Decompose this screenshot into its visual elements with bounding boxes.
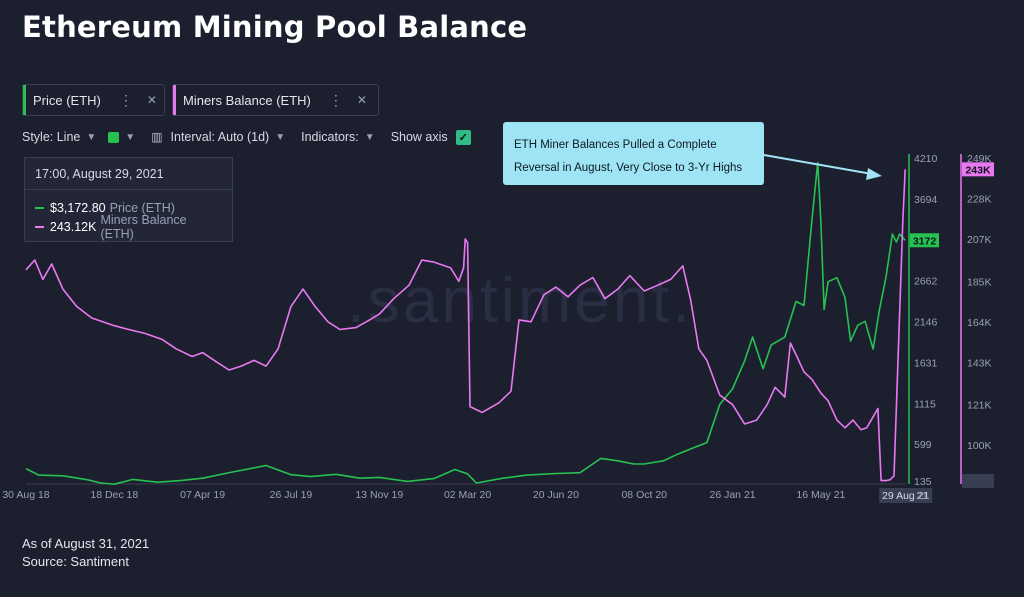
balance-color-bar [173,85,176,115]
x-tick-label: 21 [916,490,928,502]
tooltip-balance-row: 243.12K Miners Balance (ETH) [25,213,232,241]
callout-line-1: ETH Miner Balances Pulled a Complete [514,139,717,151]
metric-tab-price[interactable]: Price (ETH) ⋮ ✕ [22,84,165,116]
interval-label: Interval: Auto (1d) [170,130,270,144]
balance-axis-tick: 164K [967,317,992,329]
callout-line-2: Reversal in August, Very Close to 3-Yr H… [514,162,743,174]
x-tick-label: 18 Dec 18 [90,489,138,501]
balance-axis-tick: 185K [967,276,992,288]
x-end-label: 29 Aug 21 [882,490,929,502]
metric-tab-price-label: Price (ETH) [33,92,101,108]
price-current-badge [910,233,939,248]
hover-tooltip: 17:00, August 29, 2021 $3,172.80 Price (… [24,157,233,242]
candlestick-icon: ▥ [151,130,163,144]
balance-legend-line [35,225,44,228]
balance-axis-tick: 100K [967,440,992,452]
tooltip-price-row: $3,172.80 Price (ETH) [25,198,232,217]
x-tick-label: 13 Nov 19 [355,489,403,501]
series-line-price [25,162,906,486]
balance-axis-tick: 249K [967,153,992,165]
x-tick-label: 07 Apr 19 [180,489,225,501]
tooltip-price-name: Price (ETH) [109,200,175,215]
price-axis-tick: 2662 [914,276,938,288]
x-tick-label: 02 Mar 20 [444,489,491,501]
price-color-bar [23,85,26,115]
price-axis-tick: 135 [914,476,932,488]
balance-axis-tick: 121K [967,400,992,412]
x-tick-label: 08 Oct 20 [621,489,667,501]
metric-tab-balance-label: Miners Balance (ETH) [183,92,311,108]
footer: As of August 31, 2021 Source: Santiment [22,535,149,571]
chart-title: Ethereum Mining Pool Balance [22,10,528,44]
x-end-label-box [879,488,933,503]
balance-current-badge [962,162,994,177]
x-tick-label: 26 Jan 21 [710,489,756,501]
x-tick-label: 30 Aug 18 [2,489,49,501]
x-tick-label: 16 May 21 [796,489,845,501]
style-label: Style: Line [22,130,81,144]
balance-axis-tick: 228K [967,193,992,205]
balance-current-label: 243K [965,164,991,176]
chevron-down-icon: ▼ [86,131,97,143]
chevron-down-icon: ▼ [275,131,286,143]
tooltip-balance-value: 243.12K [49,219,97,234]
price-axis-tick: 3694 [914,194,938,206]
chevron-down-icon: ▼ [364,131,375,143]
x-tick-label: 26 Jul 19 [270,489,313,501]
price-axis-tick: 599 [914,439,932,451]
balance-axis-tick: 207K [967,234,992,246]
more-options-icon[interactable]: ⋮ [328,91,343,108]
show-axis-checkbox[interactable]: ✓ [455,129,471,145]
show-axis-toggle[interactable]: Show axis ✓ [390,129,471,145]
metric-tab-miners-balance[interactable]: Miners Balance (ETH) ⋮ ✕ [172,84,379,116]
color-swatch[interactable] [108,131,120,143]
annotation-callout: ETH Miner Balances Pulled a Complete Rev… [503,122,764,185]
balance-min-badge [962,474,994,488]
source-credit: Source: Santiment [22,554,129,569]
series-line-miners-balance [25,169,906,482]
close-icon[interactable]: ✕ [356,93,367,107]
balance-axis-tick: 143K [967,357,992,369]
tooltip-balance-name: Miners Balance (ETH) [100,212,187,241]
watermark: .santiment. [347,264,693,336]
callout-arrow-head [866,168,882,180]
chart-toolbar: Style: Line ▼ ▼ ▥ Interval: Auto (1d) ▼ … [22,128,487,146]
more-options-icon[interactable]: ⋮ [118,91,133,108]
price-axis-tick: 4210 [914,153,938,165]
price-legend-line [35,206,44,209]
indicators-label: Indicators: [301,130,359,144]
interval-dropdown[interactable]: ▥ Interval: Auto (1d) ▼ [151,130,285,144]
show-axis-label: Show axis [390,130,448,144]
callout-arrow-line [763,154,873,175]
price-axis-tick: 1631 [914,357,938,369]
tooltip-price-value: $3,172.80 [50,200,106,215]
chevron-down-icon: ▼ [125,131,136,143]
close-icon[interactable]: ✕ [146,93,157,107]
indicators-dropdown[interactable]: Indicators: ▼ [301,130,375,144]
style-dropdown[interactable]: Style: Line ▼ ▼ [22,130,135,144]
tooltip-timestamp: 17:00, August 29, 2021 [25,158,232,190]
x-tick-label: 20 Jun 20 [533,489,579,501]
as-of-date: As of August 31, 2021 [22,536,150,551]
price-current-label: 3172 [913,235,937,247]
price-axis-tick: 1115 [914,398,936,410]
price-axis-tick: 2146 [914,317,938,329]
